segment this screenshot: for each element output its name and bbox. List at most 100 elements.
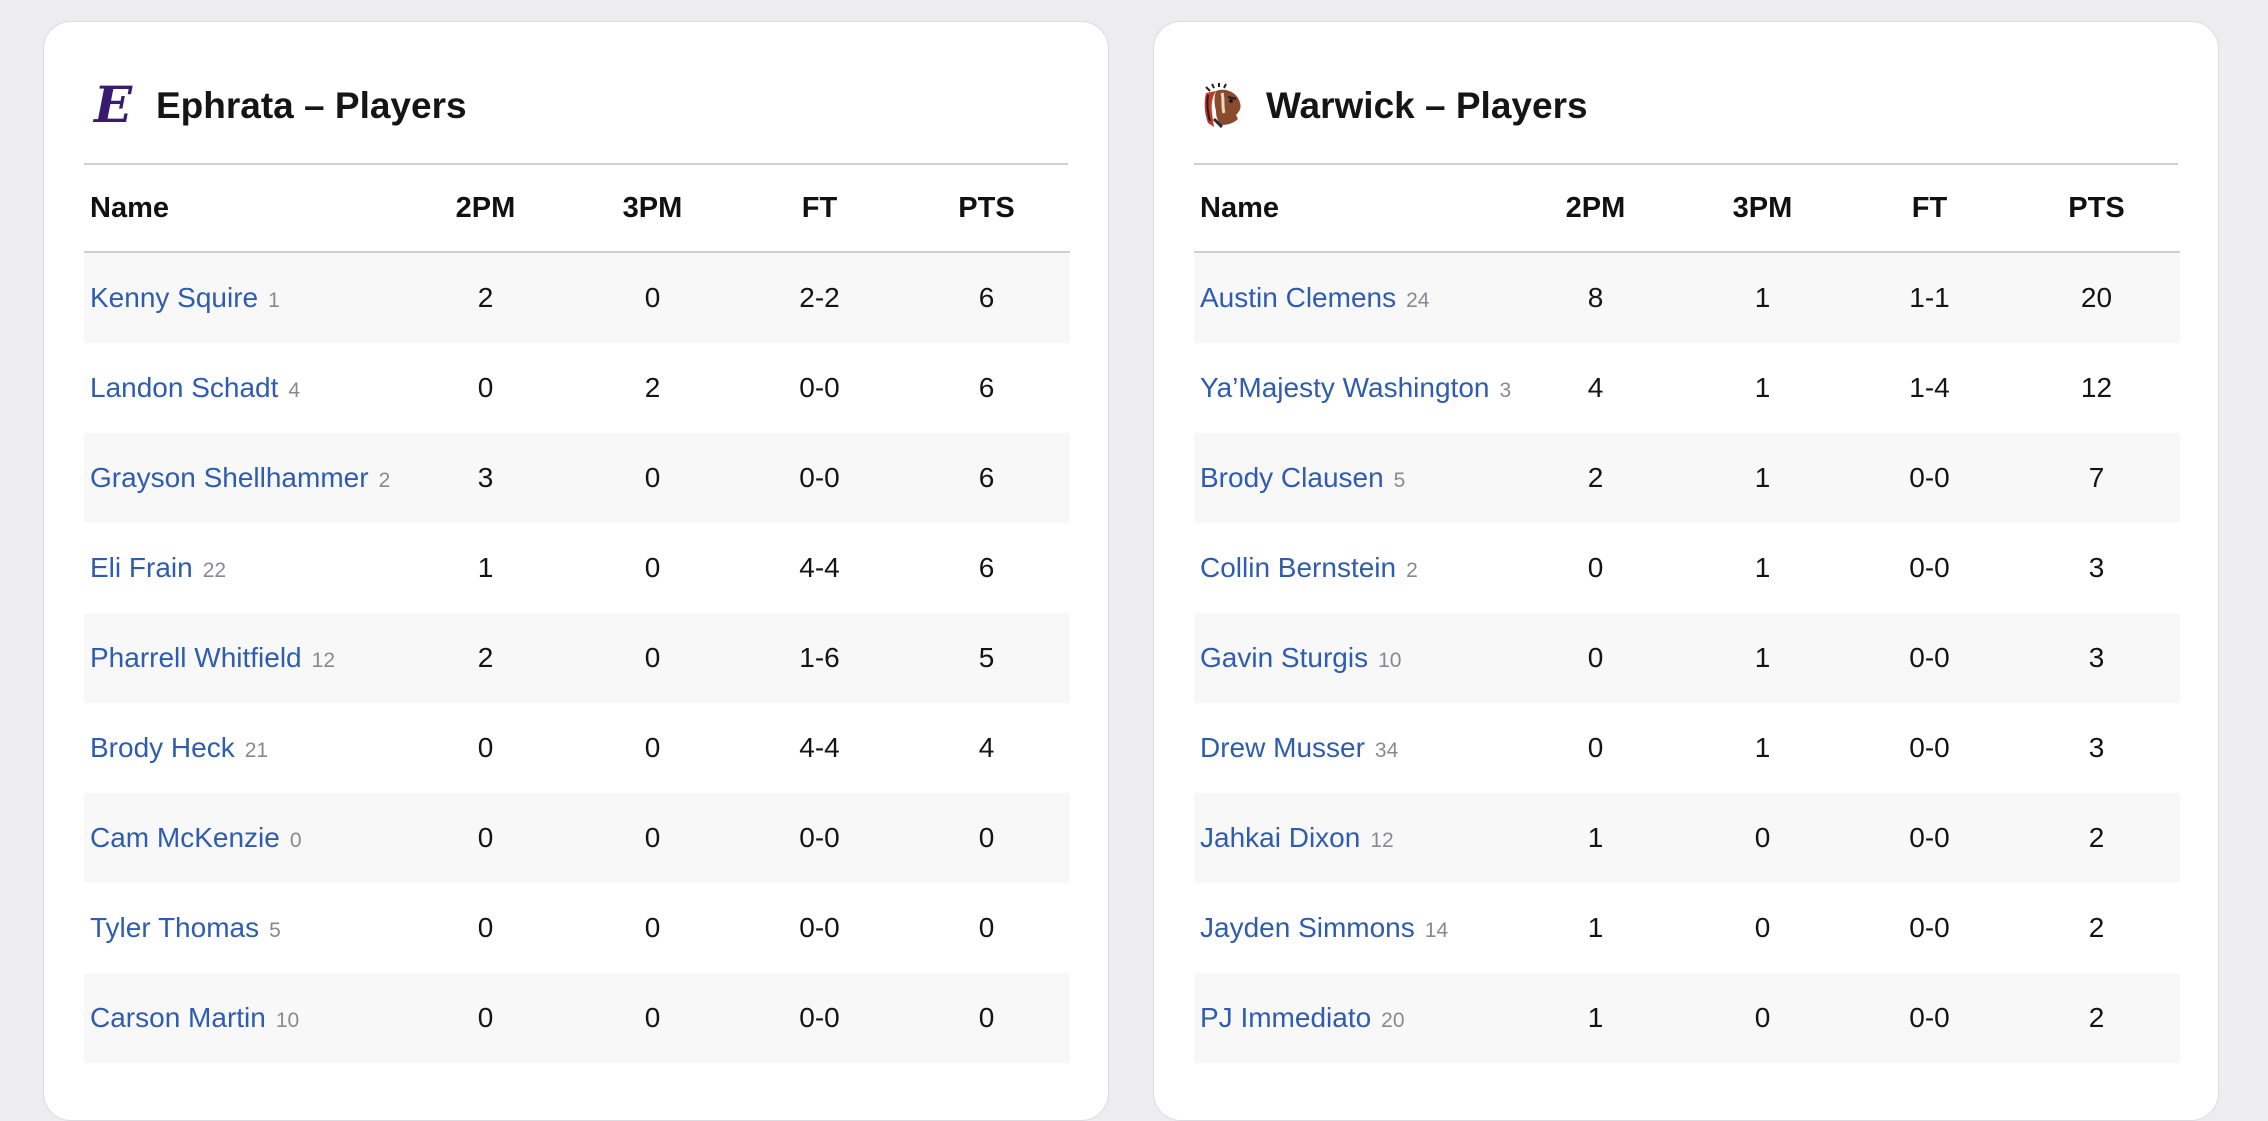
stat-3pm: 1	[1679, 343, 1846, 433]
jersey-number: 12	[1370, 829, 1394, 852]
stat-3pm: 0	[569, 883, 736, 973]
player-name-link[interactable]: Austin Clemens	[1200, 282, 1397, 313]
stat-2pm: 0	[402, 703, 569, 793]
stat-ft: 0-0	[736, 433, 903, 523]
player-name-cell: Tyler Thomas 5	[84, 883, 402, 973]
table-row: Kenny Squire 1 2 0 2-2 6	[84, 252, 1070, 343]
table-row: Jayden Simmons 14 1 0 0-0 2	[1194, 883, 2180, 973]
column-header-name[interactable]: Name	[84, 165, 402, 253]
card-header: E Ephrata – Players	[90, 62, 467, 150]
jersey-number: 3	[1499, 379, 1512, 402]
column-header-ft[interactable]: FT	[736, 165, 903, 253]
table-row: Pharrell Whitfield 12 2 0 1-6 5	[84, 613, 1070, 703]
column-header-3pm[interactable]: 3PM	[569, 165, 736, 253]
jersey-number: 22	[202, 559, 227, 582]
stat-ft: 0-0	[736, 793, 903, 883]
stat-3pm: 1	[1679, 433, 1846, 523]
stat-3pm: 1	[1679, 523, 1846, 613]
card-title: Warwick – Players	[1266, 85, 1588, 126]
divider	[1194, 163, 2178, 165]
warwick-players-card: Warwick – Players Name 2PM 3PM FT PTS Au…	[1153, 21, 2219, 1121]
player-name-cell: Grayson Shellhammer 2	[84, 433, 402, 523]
jersey-number: 2	[378, 469, 391, 492]
column-header-pts[interactable]: PTS	[2013, 165, 2180, 253]
column-header-2pm[interactable]: 2PM	[1512, 165, 1679, 253]
player-name-cell: Austin Clemens 24	[1194, 252, 1512, 343]
stat-pts: 4	[903, 703, 1070, 793]
stat-2pm: 0	[402, 343, 569, 433]
column-header-2pm[interactable]: 2PM	[402, 165, 569, 253]
column-header-name[interactable]: Name	[1194, 165, 1512, 253]
table-row: Brody Heck 21 0 0 4-4 4	[84, 703, 1070, 793]
player-name-link[interactable]: Kenny Squire	[90, 282, 259, 313]
player-name-link[interactable]: Carson Martin	[90, 1002, 266, 1033]
stat-2pm: 1	[402, 523, 569, 613]
column-header-3pm[interactable]: 3PM	[1679, 165, 1846, 253]
column-header-pts[interactable]: PTS	[903, 165, 1070, 253]
stat-2pm: 0	[1512, 613, 1679, 703]
player-name-link[interactable]: Grayson Shellhammer	[90, 462, 369, 493]
player-name-link[interactable]: Tyler Thomas	[90, 912, 260, 943]
player-name-link[interactable]: Jayden Simmons	[1200, 912, 1415, 943]
stat-pts: 6	[903, 252, 1070, 343]
stat-ft: 0-0	[1846, 973, 2013, 1063]
table-row: Ya’Majesty Washington 3 4 1 1-4 12	[1194, 343, 2180, 433]
table-row: Landon Schadt 4 0 2 0-0 6	[84, 343, 1070, 433]
stat-2pm: 0	[1512, 703, 1679, 793]
player-name-link[interactable]: Landon Schadt	[90, 372, 279, 403]
player-name-link[interactable]: Jahkai Dixon	[1200, 822, 1361, 853]
stat-ft: 4-4	[736, 523, 903, 613]
stat-2pm: 4	[1512, 343, 1679, 433]
table-row: Gavin Sturgis 10 0 1 0-0 3	[1194, 613, 2180, 703]
stat-2pm: 1	[1512, 883, 1679, 973]
jersey-number: 24	[1406, 289, 1430, 312]
jersey-number: 5	[269, 919, 281, 942]
player-name-cell: Carson Martin 10	[84, 973, 402, 1063]
player-name-link[interactable]: Gavin Sturgis	[1200, 642, 1369, 673]
stat-3pm: 0	[1679, 883, 1846, 973]
column-header-ft[interactable]: FT	[1846, 165, 2013, 253]
warwick-logo-icon	[1200, 83, 1246, 129]
stat-3pm: 0	[569, 793, 736, 883]
stat-3pm: 0	[569, 613, 736, 703]
stat-2pm: 0	[402, 793, 569, 883]
player-name-link[interactable]: Drew Musser	[1200, 732, 1365, 763]
players-table-body: Austin Clemens 24 8 1 1-1 20 Ya’Majesty Washin…	[1194, 252, 2180, 1063]
player-name-cell: Landon Schadt 4	[84, 343, 402, 433]
stat-2pm: 2	[1512, 433, 1679, 523]
jersey-number: 20	[1381, 1009, 1405, 1032]
player-name-link[interactable]: Collin Bernstein	[1200, 552, 1397, 583]
stat-2pm: 1	[1512, 973, 1679, 1063]
player-name-cell: Collin Bernstein 2	[1194, 523, 1512, 613]
stat-3pm: 1	[1679, 613, 1846, 703]
table-row: Jahkai Dixon 12 1 0 0-0 2	[1194, 793, 2180, 883]
card-header: Warwick – Players	[1200, 62, 1588, 150]
player-name-link[interactable]: Eli Frain	[90, 552, 193, 583]
table-row: PJ Immediato 20 1 0 0-0 2	[1194, 973, 2180, 1063]
stat-3pm: 0	[569, 973, 736, 1063]
table-header-row: Name 2PM 3PM FT PTS	[84, 165, 1070, 253]
stat-ft: 0-0	[1846, 433, 2013, 523]
jersey-number: 4	[288, 379, 301, 402]
stat-3pm: 0	[569, 703, 736, 793]
stat-ft: 0-0	[1846, 523, 2013, 613]
player-name-link[interactable]: Brody Heck	[90, 732, 235, 763]
player-name-link[interactable]: Ya’Majesty Washington	[1200, 372, 1490, 403]
player-name-cell: Brody Clausen 5	[1194, 433, 1512, 523]
player-name-link[interactable]: Cam McKenzie	[90, 822, 280, 853]
ephrata-logo-icon: E	[90, 78, 136, 134]
player-name-cell: Ya’Majesty Washington 3	[1194, 343, 1512, 433]
stat-2pm: 1	[1512, 793, 1679, 883]
stat-pts: 0	[903, 883, 1070, 973]
jersey-number: 10	[275, 1009, 300, 1032]
stat-ft: 0-0	[736, 973, 903, 1063]
stat-pts: 6	[903, 523, 1070, 613]
player-name-link[interactable]: Brody Clausen	[1200, 462, 1384, 493]
stat-3pm: 1	[1679, 252, 1846, 343]
player-name-link[interactable]: Pharrell Whitfield	[90, 642, 302, 673]
stat-ft: 0-0	[736, 343, 903, 433]
stat-ft: 0-0	[1846, 613, 2013, 703]
stat-ft: 0-0	[1846, 883, 2013, 973]
players-table: Name 2PM 3PM FT PTS Kenny Squire 1 2 0 2-2 6 L…	[84, 165, 1070, 1063]
player-name-link[interactable]: PJ Immediato	[1200, 1002, 1372, 1033]
